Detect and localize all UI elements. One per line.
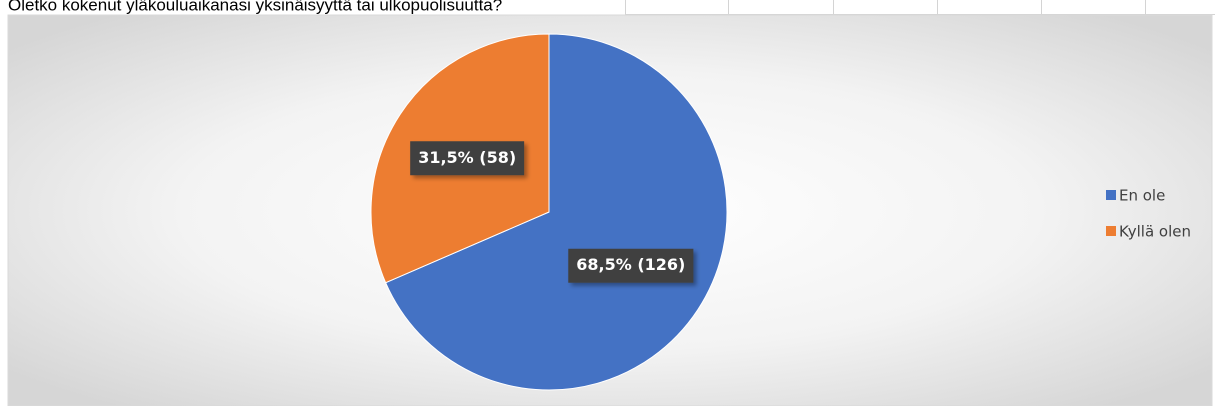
legend-swatch bbox=[1106, 190, 1116, 200]
cell-title: Oletko kokenut yläkouluaikanasi yksinäis… bbox=[8, 0, 502, 14]
legend-label: Kyllä olen bbox=[1119, 223, 1191, 241]
pie-slice bbox=[384, 33, 728, 391]
legend-label: En ole bbox=[1119, 187, 1165, 205]
sheet-row bbox=[0, 0, 1215, 14]
data-label: 68,5% (126) bbox=[576, 255, 685, 274]
data-label-box bbox=[568, 248, 694, 283]
legend-swatch bbox=[1106, 226, 1116, 236]
data-label-box bbox=[410, 141, 525, 176]
data-label: 31,5% (58) bbox=[418, 148, 516, 167]
